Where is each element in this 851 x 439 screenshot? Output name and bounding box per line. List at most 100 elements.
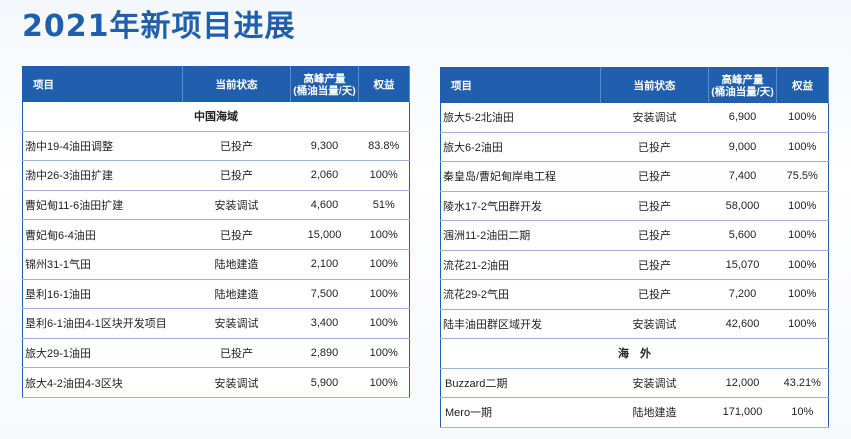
project-name-cell: 陆丰油田群区域开发 [440, 309, 601, 339]
status-cell: 安装调试 [182, 367, 291, 398]
project-name-cell: Mero一期 [440, 397, 601, 428]
table-row: 流花29-2气田 已投产 7,200 100% [440, 279, 829, 310]
status-cell: 陆地建造 [600, 397, 709, 428]
section-row: 中国海域 [22, 102, 410, 132]
project-name-cell: 秦皇岛/曹妃甸岸电工程 [440, 161, 601, 192]
section-label-overseas: 海 外 [440, 338, 829, 369]
equity-cell: 100% [776, 191, 829, 221]
right-projects-table: 项目 当前状态 高峰产量 (桶油当量/天) 权益 旅大5-2北油田 安装调试 6,9… [440, 67, 829, 428]
project-name-cell: 锦州31-1气田 [22, 249, 183, 280]
header-equity: 权益 [358, 66, 410, 102]
project-name-cell: 流花29-2气田 [440, 279, 601, 310]
project-name-cell: 流花21-2油田 [440, 250, 601, 280]
table-row: 曹妃甸11-6油田扩建 安装调试 4,600 51% [22, 190, 410, 221]
equity-cell: 100% [358, 338, 410, 369]
table-row: 陆丰油田群区域开发 安装调试 42,600 100% [440, 309, 829, 339]
peak-output-cell: 9,000 [708, 132, 777, 162]
equity-cell: 100% [358, 249, 410, 280]
project-name-cell: 旅大4-2油田4-3区块 [22, 367, 183, 398]
table-row: 垦利6-1油田4-1区块开发项目 安装调试 3,400 100% [22, 308, 410, 339]
header-peak-output: 高峰产量 (桶油当量/天) [708, 67, 777, 103]
equity-cell: 100% [358, 160, 410, 191]
equity-cell: 51% [358, 190, 410, 221]
equity-cell: 100% [358, 219, 410, 250]
peak-output-cell: 7,400 [708, 161, 777, 192]
project-name-cell: 垦利6-1油田4-1区块开发项目 [22, 308, 183, 339]
table-row: 涠洲11-2油田二期 已投产 5,600 100% [440, 220, 829, 251]
header-peak-output: 高峰产量 (桶油当量/天) [290, 66, 359, 102]
project-name-cell: 旅大29-1油田 [22, 338, 183, 369]
table-row: 陵水17-2气田群开发 已投产 58,000 100% [440, 191, 829, 221]
peak-output-cell: 3,400 [290, 308, 359, 339]
equity-cell: 100% [776, 132, 829, 162]
peak-output-cell: 15,000 [290, 219, 359, 250]
status-cell: 已投产 [182, 219, 291, 250]
peak-output-cell: 5,900 [290, 367, 359, 398]
peak-output-cell: 42,600 [708, 309, 777, 339]
equity-cell: 100% [776, 309, 829, 339]
project-name-cell: 曹妃甸11-6油田扩建 [22, 190, 183, 221]
section-row: 海 外 [440, 338, 829, 369]
equity-cell: 100% [358, 308, 410, 339]
project-name-cell: 陵水17-2气田群开发 [440, 191, 601, 221]
status-cell: 陆地建造 [182, 279, 291, 310]
table-row: 旅大29-1油田 已投产 2,890 100% [22, 338, 410, 369]
peak-output-cell: 2,060 [290, 160, 359, 191]
status-cell: 已投产 [600, 161, 709, 192]
peak-output-cell: 2,100 [290, 249, 359, 280]
equity-cell: 100% [358, 279, 410, 310]
status-cell: 已投产 [182, 131, 291, 162]
table-header-row: 项目 当前状态 高峰产量 (桶油当量/天) 权益 [440, 67, 829, 103]
equity-cell: 100% [776, 220, 829, 251]
table-row: 秦皇岛/曹妃甸岸电工程 已投产 7,400 75.5% [440, 161, 829, 192]
peak-output-cell: 5,600 [708, 220, 777, 251]
peak-output-cell: 6,900 [708, 103, 777, 133]
table-row: 旅大5-2北油田 安装调试 6,900 100% [440, 103, 829, 133]
header-status: 当前状态 [182, 66, 291, 102]
header-equity: 权益 [776, 67, 829, 103]
status-cell: 安装调试 [600, 103, 709, 133]
section-label-china-offshore: 中国海域 [22, 102, 410, 132]
status-cell: 已投产 [600, 279, 709, 310]
table-row: Buzzard二期 安装调试 12,000 43.21% [440, 368, 829, 398]
status-cell: 安装调试 [182, 308, 291, 339]
equity-cell: 100% [776, 279, 829, 310]
header-project: 项目 [22, 66, 183, 102]
status-cell: 已投产 [600, 220, 709, 251]
peak-output-cell: 4,600 [290, 190, 359, 221]
project-name-cell: 渤中19-4油田调整 [22, 131, 183, 162]
status-cell: 已投产 [600, 132, 709, 162]
project-name-cell: 旅大5-2北油田 [440, 103, 601, 133]
header-status: 当前状态 [600, 67, 709, 103]
project-name-cell: 渤中26-3油田扩建 [22, 160, 183, 191]
table-row: 流花21-2油田 已投产 15,070 100% [440, 250, 829, 280]
table-row: 垦利16-1油田 陆地建造 7,500 100% [22, 279, 410, 310]
project-name-cell: 曹妃甸6-4油田 [22, 219, 183, 250]
equity-cell: 100% [776, 103, 829, 133]
page-title: 2021年新项目进展 [22, 9, 296, 44]
header-project: 项目 [440, 67, 601, 103]
table-row: 旅大6-2油田 已投产 9,000 100% [440, 132, 829, 162]
left-projects-table: 项目 当前状态 高峰产量 (桶油当量/天) 权益 中国海域 渤中19-4油田调整… [22, 66, 410, 398]
peak-output-cell: 7,200 [708, 279, 777, 310]
status-cell: 已投产 [600, 250, 709, 280]
status-cell: 已投产 [182, 160, 291, 191]
peak-output-cell: 9,300 [290, 131, 359, 162]
peak-output-cell: 7,500 [290, 279, 359, 310]
status-cell: 安装调试 [600, 368, 709, 398]
peak-output-cell: 58,000 [708, 191, 777, 221]
table-row: 曹妃甸6-4油田 已投产 15,000 100% [22, 219, 410, 250]
equity-cell: 100% [358, 367, 410, 398]
table-row: 渤中19-4油田调整 已投产 9,300 83.8% [22, 131, 410, 162]
table-row: 锦州31-1气田 陆地建造 2,100 100% [22, 249, 410, 280]
status-cell: 安装调试 [182, 190, 291, 221]
equity-cell: 100% [776, 250, 829, 280]
equity-cell: 43.21% [776, 368, 829, 398]
peak-output-cell: 12,000 [708, 368, 777, 398]
equity-cell: 83.8% [358, 131, 410, 162]
equity-cell: 10% [776, 397, 829, 428]
peak-output-cell: 15,070 [708, 250, 777, 280]
peak-output-cell: 2,890 [290, 338, 359, 369]
table-row: 渤中26-3油田扩建 已投产 2,060 100% [22, 160, 410, 191]
table-header-row: 项目 当前状态 高峰产量 (桶油当量/天) 权益 [22, 66, 410, 102]
